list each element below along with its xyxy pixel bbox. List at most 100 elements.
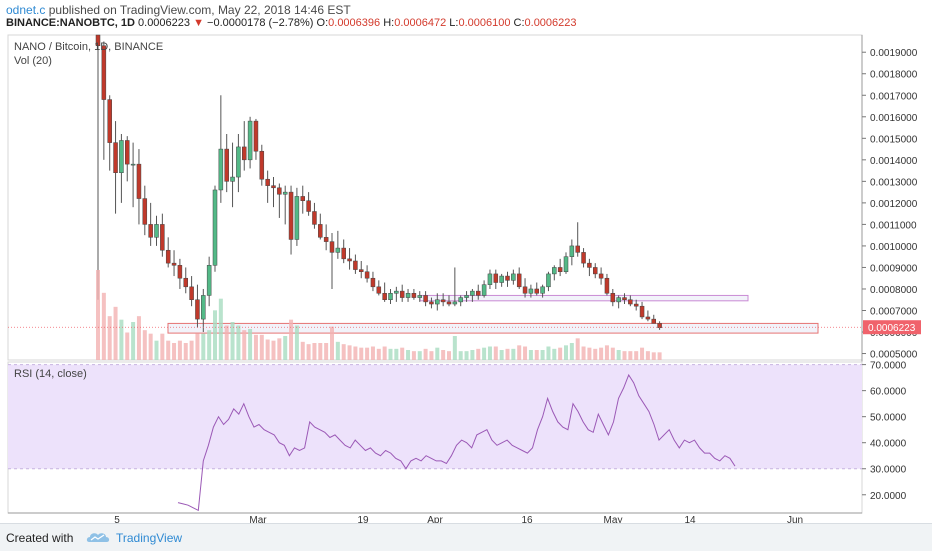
candle-body <box>318 224 323 238</box>
price-tick-label: 0.0010000 <box>870 242 918 253</box>
footer-bar: Created with TradingView <box>0 523 932 551</box>
low-label: L: <box>449 17 459 29</box>
volume-bar <box>330 326 334 360</box>
volume-bar <box>253 334 258 360</box>
volume-bar <box>172 343 177 360</box>
candle-body <box>201 295 206 320</box>
volume-bar <box>616 350 621 360</box>
candle-body <box>569 245 575 257</box>
candle-body <box>142 198 148 225</box>
volume-bar <box>476 348 481 360</box>
volume-bar <box>452 336 457 360</box>
volume-bar <box>534 350 539 360</box>
candle-body <box>633 303 639 307</box>
volume-bar <box>388 348 393 360</box>
publish-line: odnet.c published on TradingView.com, Ma… <box>6 3 351 17</box>
candle-body <box>195 299 200 320</box>
candle-body <box>107 99 112 143</box>
author-link[interactable]: odnet.c <box>6 3 46 17</box>
tradingview-cloud-icon[interactable] <box>86 531 110 543</box>
rsi-line <box>177 373 736 512</box>
volume-bar <box>195 333 200 360</box>
candle-body <box>341 247 346 260</box>
price-tick-label: 0.0015000 <box>870 134 918 145</box>
volume-bar <box>294 325 299 360</box>
volume-bar <box>289 319 294 360</box>
candle-body <box>247 120 253 161</box>
x-tick-label: 14 <box>684 515 696 523</box>
x-axis: 5 Mar 19 Apr 16 May 14 Jun <box>8 512 862 523</box>
candle-body <box>628 299 633 305</box>
candle-body <box>399 290 405 298</box>
candle-body <box>417 295 422 298</box>
candle-body <box>189 286 194 300</box>
candle-body <box>657 323 662 328</box>
candle-body <box>610 293 616 303</box>
volume-bar <box>552 348 557 360</box>
volume-bar <box>189 340 194 360</box>
candle-body <box>206 265 212 296</box>
volume-bar <box>201 333 206 360</box>
ohlc-line: BINANCE:NANOBTC, 1D 0.0006223 ▼ −0.00001… <box>6 17 577 29</box>
volume-bar <box>640 347 645 360</box>
volume-bar <box>470 350 475 360</box>
header-bar: odnet.c published on TradingView.com, Ma… <box>0 0 932 34</box>
volume-bar <box>645 351 650 360</box>
candle-body <box>481 284 487 296</box>
candle-body <box>470 290 475 296</box>
volume-bar <box>400 347 405 360</box>
volume-bar <box>259 334 264 360</box>
rsi-tick-label: 20.0000 <box>870 491 907 502</box>
candle-body <box>212 189 218 266</box>
price-tick-label: 0.0005000 <box>870 350 918 361</box>
candle-body <box>499 275 504 283</box>
candle-body <box>347 258 352 262</box>
candle-body <box>113 142 118 173</box>
volume-bar <box>166 340 171 360</box>
volume-bar <box>213 310 217 360</box>
volume-bar <box>131 322 136 360</box>
volume-bar <box>651 352 656 360</box>
volume-bar <box>283 336 288 360</box>
volume-bar <box>107 316 112 360</box>
candle-body <box>154 224 159 238</box>
price-tick-label: 0.0009000 <box>870 263 918 274</box>
volume-bar <box>376 348 381 360</box>
rsi-panel: 20.0000 30.0000 40.0000 50.0000 60.0000 70.00… <box>7 361 907 514</box>
volume-bar <box>435 347 440 360</box>
candle-body <box>440 299 446 303</box>
candle-body <box>522 286 528 294</box>
candle-body <box>493 273 499 283</box>
candle-body <box>616 297 621 303</box>
tradingview-link[interactable]: TradingView <box>116 531 183 545</box>
volume-bar <box>540 350 545 360</box>
volume-bar <box>657 352 662 360</box>
volume-bar <box>634 351 639 360</box>
candle-body <box>312 211 317 225</box>
candle-body <box>534 288 539 294</box>
price-tick-label: 0.0019000 <box>870 48 918 59</box>
rsi-tick-label: 50.0000 <box>870 413 907 424</box>
candle-body <box>136 163 142 199</box>
candle-body <box>359 269 364 273</box>
volume-bar <box>265 339 270 360</box>
volume-bar <box>365 347 370 360</box>
candle-body <box>464 295 469 298</box>
candle-body <box>382 293 387 300</box>
volume-bar <box>482 347 487 360</box>
price-tick-label: 0.0018000 <box>870 70 918 81</box>
candle-body <box>353 260 358 270</box>
candle-body <box>224 148 229 182</box>
volume-bar <box>236 325 241 360</box>
price-panel-frame <box>7 34 863 361</box>
candle-body <box>277 187 282 195</box>
candle-body <box>119 140 124 173</box>
x-tick-label: 16 <box>521 515 533 523</box>
candle-body <box>376 286 382 294</box>
candle-body <box>405 293 411 298</box>
volume-bar <box>242 330 247 360</box>
candle-body <box>253 120 259 152</box>
candle-body <box>651 318 656 324</box>
volume-bar <box>505 348 510 360</box>
volume-bar <box>569 343 574 360</box>
